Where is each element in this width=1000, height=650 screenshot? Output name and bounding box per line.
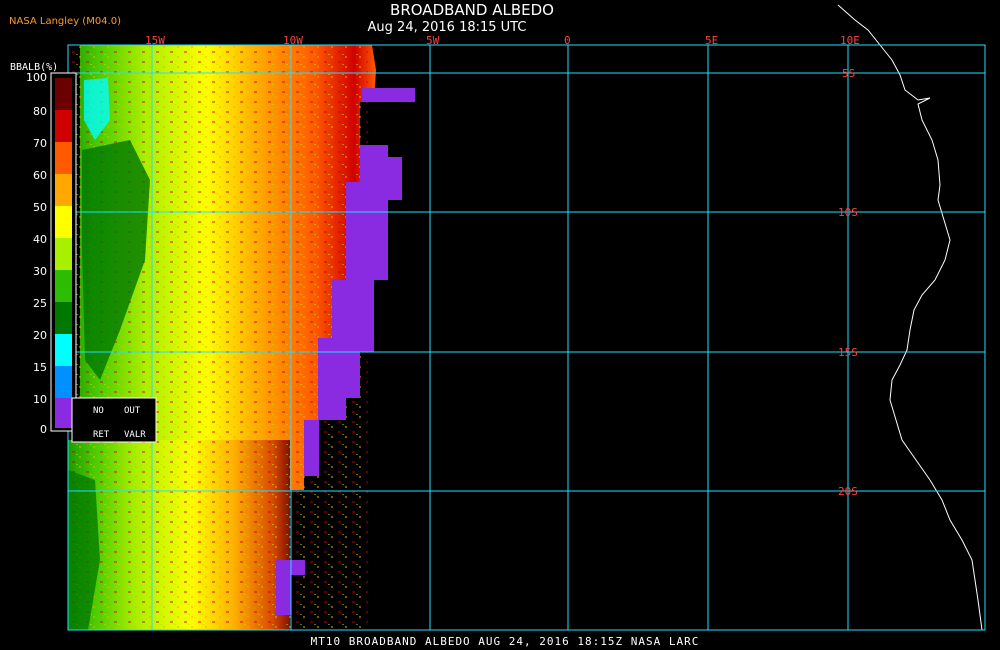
legend-swatch-40 [55, 238, 72, 270]
lat-label-20s: 20S [838, 485, 858, 498]
legend-note-valr: VALR [124, 430, 146, 440]
color-legend: 100 80 70 60 50 40 30 25 20 15 10 0 NO O… [26, 71, 157, 443]
legend-swatch-70 [55, 142, 72, 174]
legend-swatch-50 [55, 206, 72, 238]
lat-label-5s: 5S [842, 67, 855, 80]
producer-label: NASA Langley (M04.0) [9, 16, 121, 27]
lat-label-10s: 10S [838, 206, 858, 219]
longitude-labels: 15W 10W 5W 0 5E 10E [145, 34, 860, 47]
no-retrieval-region [276, 88, 415, 615]
legend-swatch-80 [55, 110, 72, 142]
legend-swatch-15 [55, 366, 72, 398]
legend-swatch-100 [55, 78, 72, 110]
legend-note-no: NO [93, 406, 104, 416]
legend-label-30: 30 [33, 265, 47, 278]
legend-label-40: 40 [33, 233, 47, 246]
legend-label-60: 60 [33, 169, 47, 182]
legend-swatch-20 [55, 334, 72, 366]
legend-note-ret: RET [93, 430, 110, 440]
legend-label-0: 0 [40, 423, 47, 436]
legend-label-70: 70 [33, 137, 47, 150]
legend-label-10: 10 [33, 393, 47, 406]
legend-note-out: OUT [124, 406, 141, 416]
legend-label-100: 100 [26, 71, 47, 84]
cyan-region [84, 78, 110, 140]
legend-label-50: 50 [33, 201, 47, 214]
legend-swatch-60 [55, 174, 72, 206]
dark-green-region-lower [68, 470, 100, 630]
footer-caption: MT10 BROADBAND ALBEDO AUG 24, 2016 18:15… [310, 635, 700, 648]
map-timestamp: Aug 24, 2016 18:15 UTC [367, 20, 527, 35]
legend-label-20: 20 [33, 329, 47, 342]
legend-swatch-30 [55, 270, 72, 302]
legend-swatch-25 [55, 302, 72, 334]
legend-note-box [71, 397, 157, 443]
dark-green-region [82, 140, 150, 380]
lon-label-10w: 10W [283, 34, 303, 47]
legend-label-80: 80 [33, 105, 47, 118]
lon-label-15w: 15W [145, 34, 165, 47]
legend-label-25: 25 [33, 297, 47, 310]
legend-swatch-no-retrieval [55, 398, 72, 428]
lat-label-15s: 15S [838, 346, 858, 359]
coastline [837, 4, 983, 631]
lon-label-0: 0 [564, 34, 571, 47]
legend-title: BBALB(%) [10, 62, 59, 73]
albedo-swath [68, 45, 376, 630]
latitude-labels: 5S 10S 15S 20S [838, 67, 858, 498]
lon-label-5w: 5W [426, 34, 440, 47]
lon-label-10e: 10E [840, 34, 860, 47]
map-title: BROADBAND ALBEDO [390, 1, 554, 19]
legend-label-15: 15 [33, 361, 47, 374]
lon-label-5e: 5E [705, 34, 718, 47]
